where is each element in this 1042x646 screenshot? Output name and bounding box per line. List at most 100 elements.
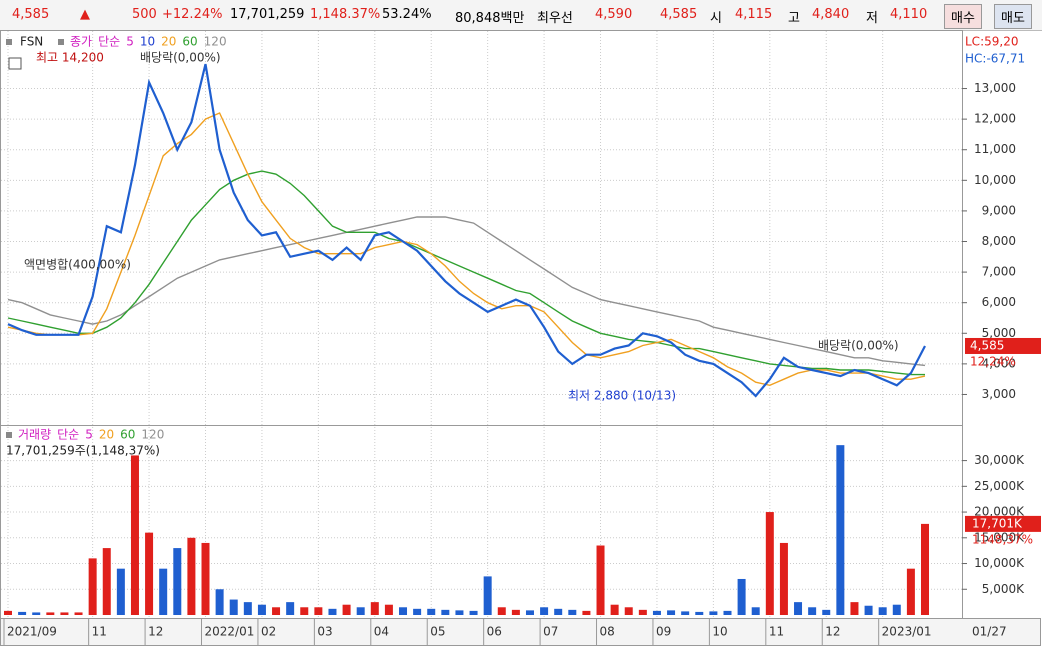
volume-bar xyxy=(272,607,281,615)
volume-bar xyxy=(737,578,746,615)
volume-bar xyxy=(638,609,647,615)
x-tick-label: 02 xyxy=(261,625,276,639)
volume-bar xyxy=(681,611,690,615)
volume-bar xyxy=(850,602,859,615)
volume-bar xyxy=(215,589,224,615)
y-tick-label: 8,000 xyxy=(982,234,1016,248)
code: FSN xyxy=(20,35,43,49)
current-date: 01/27 xyxy=(972,625,1007,639)
annotation: 배당락(0,00%) xyxy=(818,339,899,353)
volume-bar xyxy=(822,609,831,615)
volume-bar xyxy=(314,607,323,615)
last-volume-change: 1148,37% xyxy=(972,532,1033,546)
change-pct: +12.24% xyxy=(162,7,223,22)
x-tick-label: 11 xyxy=(769,625,784,639)
legend-entry: 20 xyxy=(99,428,114,442)
volume-bar xyxy=(554,608,563,615)
x-tick-label: 05 xyxy=(430,625,445,639)
y-tick-label: 6,000 xyxy=(982,295,1016,309)
volume-bar xyxy=(709,611,718,615)
table-icon xyxy=(8,57,22,70)
low-label: 저 xyxy=(866,11,878,26)
best-label: 최우선 xyxy=(537,11,573,26)
sell-button[interactable]: 매도 xyxy=(994,4,1032,29)
volume-bar xyxy=(864,605,873,615)
legend-entry: 거래량 xyxy=(18,428,51,442)
open: 4,115 xyxy=(735,7,773,22)
volume-bar xyxy=(652,610,661,615)
y-tick-label: 12,000 xyxy=(974,112,1016,126)
legend-entry: 120 xyxy=(204,35,227,49)
legend-icon xyxy=(6,39,12,45)
volume-bar xyxy=(88,558,97,615)
volume-bar xyxy=(243,602,252,615)
volume-bar xyxy=(427,608,436,615)
volume-bar xyxy=(878,607,887,615)
volume-bar xyxy=(794,602,803,615)
volume-bar xyxy=(300,607,309,615)
volume-bar xyxy=(624,607,633,615)
annotation: 배당락(0,00%) xyxy=(140,51,221,65)
x-tick-label: 2023/01 xyxy=(882,625,932,639)
volume-bar xyxy=(46,612,55,615)
buy-button[interactable]: 매수 xyxy=(944,4,982,29)
annotation: 액면병합(400,00%) xyxy=(24,258,131,272)
volume-bar xyxy=(723,610,732,615)
x-tick-label: 12 xyxy=(148,625,163,639)
open-label: 시 xyxy=(710,11,722,26)
volume-bar xyxy=(568,609,577,615)
ma-line xyxy=(7,216,926,367)
indicator: LC:59,20 xyxy=(965,35,1018,49)
volume-ratio: 1,148.37% xyxy=(310,7,381,22)
y-tick-label: 20,000K xyxy=(974,505,1025,519)
volume-bar xyxy=(808,607,817,615)
legend-entry: 단순 xyxy=(98,35,120,49)
volume-bar xyxy=(469,610,478,615)
amount: 80,848백만 xyxy=(455,11,525,26)
bid: 4,585 xyxy=(660,7,698,22)
y-tick-label: 10,000K xyxy=(974,556,1025,570)
x-tick-label: 10 xyxy=(712,625,727,639)
volume-bar xyxy=(102,548,111,615)
legend-entry: 120 xyxy=(141,428,164,442)
x-tick-label: 03 xyxy=(317,625,332,639)
legend-entry: 60 xyxy=(182,35,197,49)
y-tick-label: 3,000 xyxy=(982,387,1016,401)
volume-bar xyxy=(779,542,788,615)
annotation: 최저 2,880 (10/13) xyxy=(568,389,676,403)
x-axis-panel xyxy=(0,618,1041,646)
volume-bar xyxy=(413,608,422,615)
volume-bar xyxy=(582,610,591,615)
y-tick-label: 10,000 xyxy=(974,173,1016,187)
legend-entry: 종가 xyxy=(70,35,92,49)
ask: 4,590 xyxy=(595,7,633,22)
legend-entry: 10 xyxy=(140,35,155,49)
x-tick-label: 2022/01 xyxy=(205,625,255,639)
last-price-label: 4,585 xyxy=(970,338,1004,352)
x-tick-label: 11 xyxy=(92,625,107,639)
x-tick-label: 08 xyxy=(600,625,615,639)
x-tick-label: 06 xyxy=(487,625,502,639)
volume-bar xyxy=(596,545,605,615)
volume-bar xyxy=(18,611,27,615)
low: 4,110 xyxy=(890,7,928,22)
volume-bar xyxy=(695,611,704,615)
volume-bar xyxy=(74,612,83,615)
last-price-box xyxy=(965,337,1041,354)
volume-info: 17,701,259주(1,148,37%) xyxy=(6,444,160,458)
legend-entry: 5 xyxy=(85,428,93,442)
change: 500 xyxy=(132,7,157,22)
volume-bar xyxy=(765,512,774,615)
ma-line xyxy=(7,112,926,387)
volume-bar xyxy=(525,610,534,615)
indicator: HC:-67,71 xyxy=(965,52,1025,66)
volume-bar xyxy=(32,612,41,615)
y-tick-label: 25,000K xyxy=(974,479,1025,493)
x-tick-label: 07 xyxy=(543,625,558,639)
x-tick-label: 09 xyxy=(656,625,671,639)
legend-entry: 단순 xyxy=(57,428,79,442)
last-change-label: 12,24% xyxy=(970,354,1016,368)
volume-bar xyxy=(540,607,549,615)
volume-bar xyxy=(751,607,760,615)
